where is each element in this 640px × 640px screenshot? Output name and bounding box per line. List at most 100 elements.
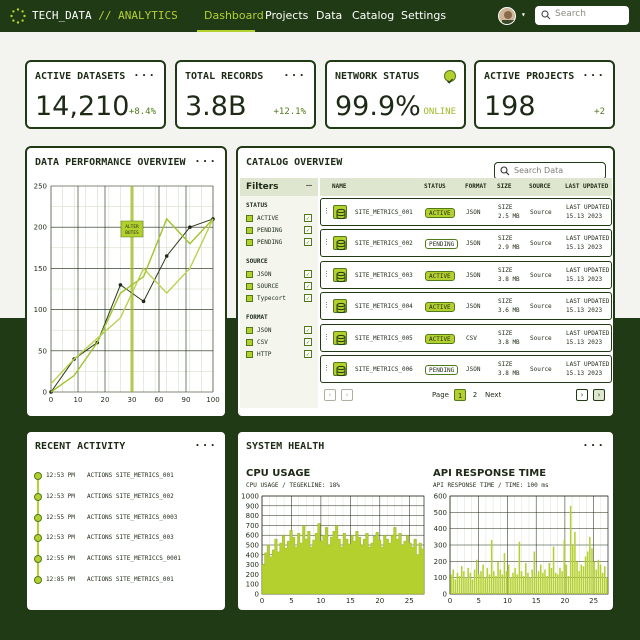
api-bar[interactable]	[559, 567, 561, 594]
activity-item[interactable]: 12:53 PM ACTIONS SITE_METRICS_001	[32, 471, 222, 481]
filter-option[interactable]: ACTIVE ✓	[246, 214, 312, 224]
activity-item[interactable]: 12:55 PM ACTIONS SITE_METRICCS_0001	[32, 554, 222, 564]
drag-handle-icon[interactable]: ⋮⋮	[323, 269, 337, 278]
api-bar[interactable]	[497, 561, 499, 594]
more-options-icon[interactable]: ···	[283, 69, 306, 82]
filter-option[interactable]: JSON ✓	[246, 270, 312, 280]
column-header-source[interactable]: SOURCE	[529, 183, 551, 190]
api-bar[interactable]	[505, 571, 508, 594]
api-bar[interactable]	[606, 577, 608, 594]
api-bar[interactable]	[569, 505, 572, 594]
api-bar[interactable]	[565, 564, 568, 594]
activity-item[interactable]: 12:53 PM ACTIONS SITE_METRICS_002	[32, 492, 222, 502]
api-bar[interactable]	[544, 569, 546, 595]
api-bar[interactable]	[604, 566, 606, 594]
user-avatar[interactable]	[498, 7, 516, 25]
api-bar[interactable]	[578, 571, 580, 594]
filter-option[interactable]: JSON ✓	[246, 326, 312, 336]
api-bar[interactable]	[456, 572, 459, 594]
api-bar[interactable]	[520, 571, 523, 594]
page-1-button[interactable]: 1	[454, 389, 466, 401]
drag-handle-icon[interactable]: ⋮⋮	[323, 238, 337, 247]
checkbox-checked-icon[interactable]: ✓	[304, 350, 312, 358]
checkbox-checked-icon[interactable]: ✓	[304, 270, 312, 278]
activity-item[interactable]: 12:55 PM ACTIONS SITE_METRICS_0003	[32, 513, 222, 523]
activity-item[interactable]: 12:53 PM ACTIONS SITE_METRICS_003	[32, 533, 222, 543]
nav-data[interactable]: Data	[316, 9, 343, 22]
api-bar[interactable]	[514, 567, 516, 594]
drag-handle-icon[interactable]: ⋮⋮	[323, 332, 337, 341]
filter-option[interactable]: SOURCE ✓	[246, 282, 312, 292]
api-bar[interactable]	[533, 551, 536, 594]
api-bar[interactable]	[599, 564, 602, 594]
more-options-icon[interactable]: ···	[133, 69, 156, 82]
checkbox-checked-icon[interactable]: ✓	[304, 338, 312, 346]
api-bar[interactable]	[561, 571, 563, 594]
last-page-icon[interactable]: ›	[593, 389, 605, 401]
nav-settings[interactable]: Settings	[401, 9, 447, 22]
api-bar[interactable]	[535, 574, 538, 594]
page-2-button[interactable]: 2	[472, 391, 478, 399]
api-bar[interactable]	[550, 567, 553, 594]
api-bar[interactable]	[582, 566, 585, 594]
api-bar[interactable]	[512, 572, 514, 594]
api-bar[interactable]	[537, 571, 540, 594]
data-point[interactable]	[188, 225, 192, 229]
api-bar[interactable]	[484, 577, 486, 594]
nav-dashboard[interactable]: Dashboard	[204, 9, 264, 22]
api-bar[interactable]	[488, 574, 491, 594]
nav-projects[interactable]: Projects	[265, 9, 309, 22]
column-header-status[interactable]: STATUS	[424, 183, 446, 190]
api-bar[interactable]	[593, 561, 595, 594]
api-bar[interactable]	[586, 551, 589, 594]
api-bar[interactable]	[525, 562, 527, 594]
api-bar[interactable]	[574, 531, 576, 594]
api-bar[interactable]	[567, 576, 570, 594]
api-bar[interactable]	[529, 577, 531, 594]
api-bar[interactable]	[589, 536, 591, 594]
drag-handle-icon[interactable]: ⋮⋮	[323, 364, 337, 372]
api-bar[interactable]	[495, 576, 497, 594]
previous-page-icon[interactable]: ‹	[324, 389, 336, 401]
api-bar[interactable]	[557, 574, 559, 594]
first-page-icon[interactable]: ‹	[341, 389, 353, 401]
column-header-last-updated[interactable]: LAST UPDATED	[565, 183, 609, 190]
api-bar[interactable]	[542, 572, 544, 594]
api-bar[interactable]	[552, 546, 555, 594]
api-bar[interactable]	[490, 540, 493, 594]
checkbox-checked-icon[interactable]: ✓	[304, 326, 312, 334]
api-bar[interactable]	[595, 569, 598, 595]
api-bar[interactable]	[522, 576, 525, 594]
filter-option[interactable]: HTTP ✓	[246, 350, 312, 360]
next-page-link[interactable]: Next	[485, 391, 502, 399]
api-bar[interactable]	[452, 569, 454, 595]
api-bar[interactable]	[580, 564, 583, 594]
next-page-icon[interactable]: ›	[576, 389, 588, 401]
table-row[interactable]: ⋮⋮ SITE_METRICS_006 PENDING JSON SIZE 3.8 MB S…	[320, 355, 612, 383]
api-bar[interactable]	[501, 574, 504, 594]
table-row[interactable]: ⋮⋮ SITE_METRICS_004 ACTIVE JSON SIZE 3.6 MB So…	[320, 292, 612, 321]
filter-option[interactable]: CSV ✓	[246, 338, 312, 348]
api-bar[interactable]	[469, 572, 472, 594]
api-bar[interactable]	[518, 541, 521, 594]
filter-option[interactable]: PENDING ✓	[246, 238, 312, 248]
api-bar[interactable]	[531, 569, 533, 595]
api-bar[interactable]	[591, 548, 593, 594]
api-bar[interactable]	[473, 569, 476, 595]
filter-option[interactable]: PENDING ✓	[246, 226, 312, 236]
api-bar[interactable]	[572, 545, 574, 594]
api-bar[interactable]	[554, 572, 557, 594]
api-bar[interactable]	[597, 559, 600, 594]
collapse-icon[interactable]: —	[305, 180, 312, 191]
api-bar[interactable]	[482, 564, 484, 594]
api-bar[interactable]	[503, 553, 506, 594]
api-bar[interactable]	[454, 579, 457, 594]
drag-handle-icon[interactable]: ⋮⋮	[323, 207, 337, 215]
api-bar[interactable]	[576, 561, 578, 594]
checkbox-checked-icon[interactable]: ✓	[304, 226, 312, 234]
api-bar[interactable]	[563, 540, 565, 594]
api-bar[interactable]	[486, 567, 489, 594]
api-bar[interactable]	[546, 576, 548, 594]
data-point[interactable]	[141, 299, 146, 304]
api-bar[interactable]	[471, 579, 474, 594]
